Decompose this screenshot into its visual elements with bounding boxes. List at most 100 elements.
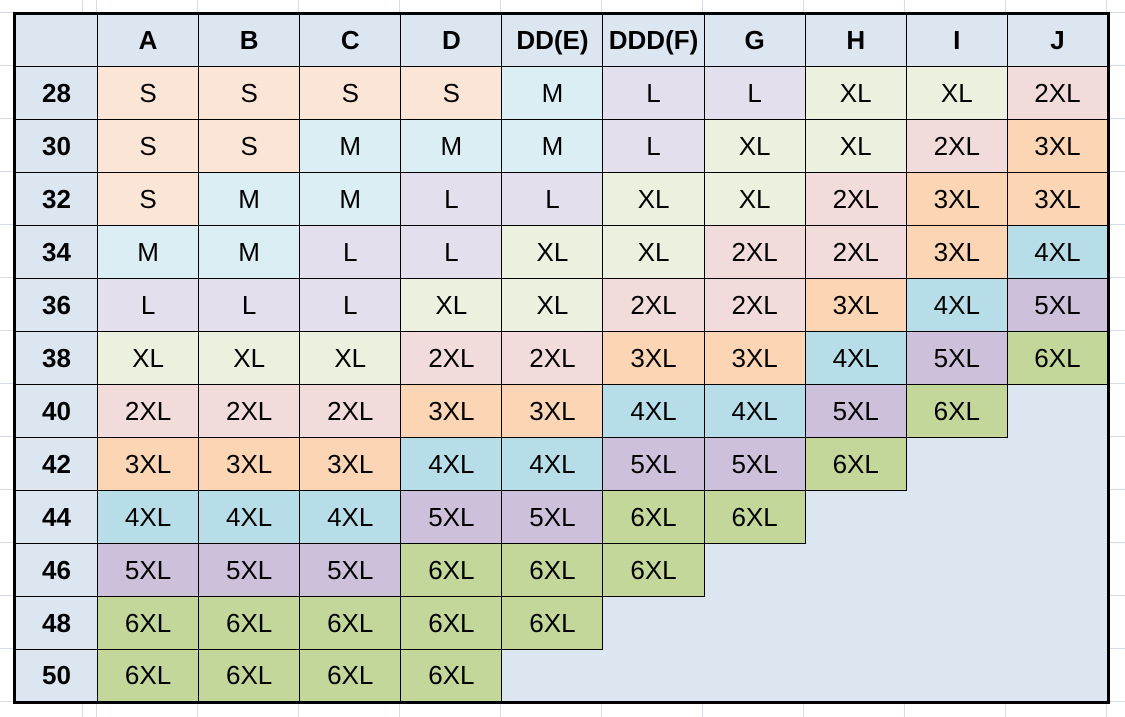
column-header-DDD(F)[interactable]: DDD(F) — [602, 13, 705, 67]
size-cell-DD(E)-48[interactable]: 6XL — [501, 596, 604, 650]
size-cell-B-42[interactable]: 3XL — [198, 437, 301, 491]
size-cell-A-48[interactable]: 6XL — [96, 596, 200, 650]
size-cell-H-34[interactable]: 2XL — [804, 225, 907, 279]
row-header-36[interactable]: 36 — [14, 278, 98, 332]
size-cell-A-30[interactable]: S — [96, 119, 200, 173]
size-cell-C-28[interactable]: S — [299, 66, 402, 120]
size-cell-I-36[interactable]: 4XL — [905, 278, 1008, 332]
size-cell-D-28[interactable]: S — [400, 66, 503, 120]
size-cell-B-34[interactable]: M — [198, 225, 301, 279]
row-header-40[interactable]: 40 — [14, 384, 98, 438]
size-cell-B-36[interactable]: L — [198, 278, 301, 332]
size-cell-DD(E)-38[interactable]: 2XL — [501, 331, 604, 385]
size-cell-C-48[interactable]: 6XL — [299, 596, 402, 650]
size-cell-DDD(F)-46[interactable]: 6XL — [602, 543, 705, 597]
empty-cell-H-46[interactable] — [805, 543, 907, 597]
size-cell-D-38[interactable]: 2XL — [400, 331, 503, 385]
size-cell-I-38[interactable]: 5XL — [905, 331, 1008, 385]
empty-cell-I-48[interactable] — [906, 596, 1008, 650]
size-cell-G-36[interactable]: 2XL — [703, 278, 806, 332]
size-cell-C-34[interactable]: L — [299, 225, 402, 279]
size-cell-DDD(F)-28[interactable]: L — [602, 66, 705, 120]
column-header-D[interactable]: D — [400, 13, 503, 67]
size-cell-DDD(F)-40[interactable]: 4XL — [602, 384, 705, 438]
column-header-DD(E)[interactable]: DD(E) — [501, 13, 604, 67]
row-header-50[interactable]: 50 — [14, 649, 98, 703]
size-cell-G-34[interactable]: 2XL — [703, 225, 806, 279]
size-cell-A-46[interactable]: 5XL — [96, 543, 200, 597]
size-cell-H-36[interactable]: 3XL — [804, 278, 907, 332]
column-header-I[interactable]: I — [905, 13, 1008, 67]
empty-cell-H-48[interactable] — [805, 596, 907, 650]
empty-cell-J-48[interactable] — [1007, 596, 1109, 650]
size-cell-DD(E)-30[interactable]: M — [501, 119, 604, 173]
empty-cell-I-42[interactable] — [906, 437, 1008, 491]
size-cell-D-44[interactable]: 5XL — [400, 490, 503, 544]
row-header-34[interactable]: 34 — [14, 225, 98, 279]
size-cell-DD(E)-34[interactable]: XL — [501, 225, 604, 279]
size-cell-A-50[interactable]: 6XL — [96, 649, 200, 703]
size-cell-D-34[interactable]: L — [400, 225, 503, 279]
empty-cell-I-50[interactable] — [906, 649, 1008, 703]
size-cell-DDD(F)-32[interactable]: XL — [602, 172, 705, 226]
empty-cell-G-48[interactable] — [704, 596, 806, 650]
size-cell-D-48[interactable]: 6XL — [400, 596, 503, 650]
row-header-48[interactable]: 48 — [14, 596, 98, 650]
size-cell-A-32[interactable]: S — [96, 172, 200, 226]
size-cell-A-38[interactable]: XL — [96, 331, 200, 385]
size-cell-B-38[interactable]: XL — [198, 331, 301, 385]
size-cell-H-42[interactable]: 6XL — [804, 437, 907, 491]
row-header-28[interactable]: 28 — [14, 66, 98, 120]
size-cell-DD(E)-32[interactable]: L — [501, 172, 604, 226]
empty-cell-G-50[interactable] — [704, 649, 806, 703]
row-header-30[interactable]: 30 — [14, 119, 98, 173]
size-cell-DD(E)-40[interactable]: 3XL — [501, 384, 604, 438]
size-cell-G-30[interactable]: XL — [703, 119, 806, 173]
size-cell-A-36[interactable]: L — [96, 278, 200, 332]
size-cell-H-38[interactable]: 4XL — [804, 331, 907, 385]
size-cell-G-38[interactable]: 3XL — [703, 331, 806, 385]
size-cell-D-32[interactable]: L — [400, 172, 503, 226]
size-cell-G-42[interactable]: 5XL — [703, 437, 806, 491]
size-cell-C-40[interactable]: 2XL — [299, 384, 402, 438]
size-cell-D-50[interactable]: 6XL — [400, 649, 503, 703]
size-cell-G-40[interactable]: 4XL — [703, 384, 806, 438]
empty-cell-DD(E)-50[interactable] — [501, 649, 603, 703]
size-cell-J-36[interactable]: 5XL — [1006, 278, 1110, 332]
size-cell-C-46[interactable]: 5XL — [299, 543, 402, 597]
size-cell-J-30[interactable]: 3XL — [1006, 119, 1110, 173]
size-cell-B-48[interactable]: 6XL — [198, 596, 301, 650]
row-header-46[interactable]: 46 — [14, 543, 98, 597]
column-header-G[interactable]: G — [703, 13, 806, 67]
column-header-B[interactable]: B — [198, 13, 301, 67]
size-cell-B-28[interactable]: S — [198, 66, 301, 120]
size-cell-DD(E)-44[interactable]: 5XL — [501, 490, 604, 544]
size-cell-A-44[interactable]: 4XL — [96, 490, 200, 544]
size-cell-G-28[interactable]: L — [703, 66, 806, 120]
empty-cell-J-50[interactable] — [1007, 649, 1109, 703]
corner-cell[interactable] — [14, 13, 98, 67]
size-cell-B-44[interactable]: 4XL — [198, 490, 301, 544]
size-cell-H-28[interactable]: XL — [804, 66, 907, 120]
size-cell-DDD(F)-42[interactable]: 5XL — [602, 437, 705, 491]
size-cell-A-34[interactable]: M — [96, 225, 200, 279]
size-cell-C-38[interactable]: XL — [299, 331, 402, 385]
size-cell-C-50[interactable]: 6XL — [299, 649, 402, 703]
empty-cell-I-44[interactable] — [906, 490, 1008, 544]
size-cell-DDD(F)-34[interactable]: XL — [602, 225, 705, 279]
column-header-J[interactable]: J — [1006, 13, 1110, 67]
size-cell-B-50[interactable]: 6XL — [198, 649, 301, 703]
size-cell-D-46[interactable]: 6XL — [400, 543, 503, 597]
size-cell-B-40[interactable]: 2XL — [198, 384, 301, 438]
size-cell-I-30[interactable]: 2XL — [905, 119, 1008, 173]
size-cell-C-30[interactable]: M — [299, 119, 402, 173]
size-cell-I-28[interactable]: XL — [905, 66, 1008, 120]
empty-cell-G-46[interactable] — [704, 543, 806, 597]
size-cell-C-44[interactable]: 4XL — [299, 490, 402, 544]
size-cell-B-46[interactable]: 5XL — [198, 543, 301, 597]
empty-cell-DDD(F)-50[interactable] — [602, 649, 705, 703]
column-header-C[interactable]: C — [299, 13, 402, 67]
size-cell-DDD(F)-44[interactable]: 6XL — [602, 490, 705, 544]
size-cell-G-32[interactable]: XL — [703, 172, 806, 226]
size-cell-DD(E)-46[interactable]: 6XL — [501, 543, 604, 597]
